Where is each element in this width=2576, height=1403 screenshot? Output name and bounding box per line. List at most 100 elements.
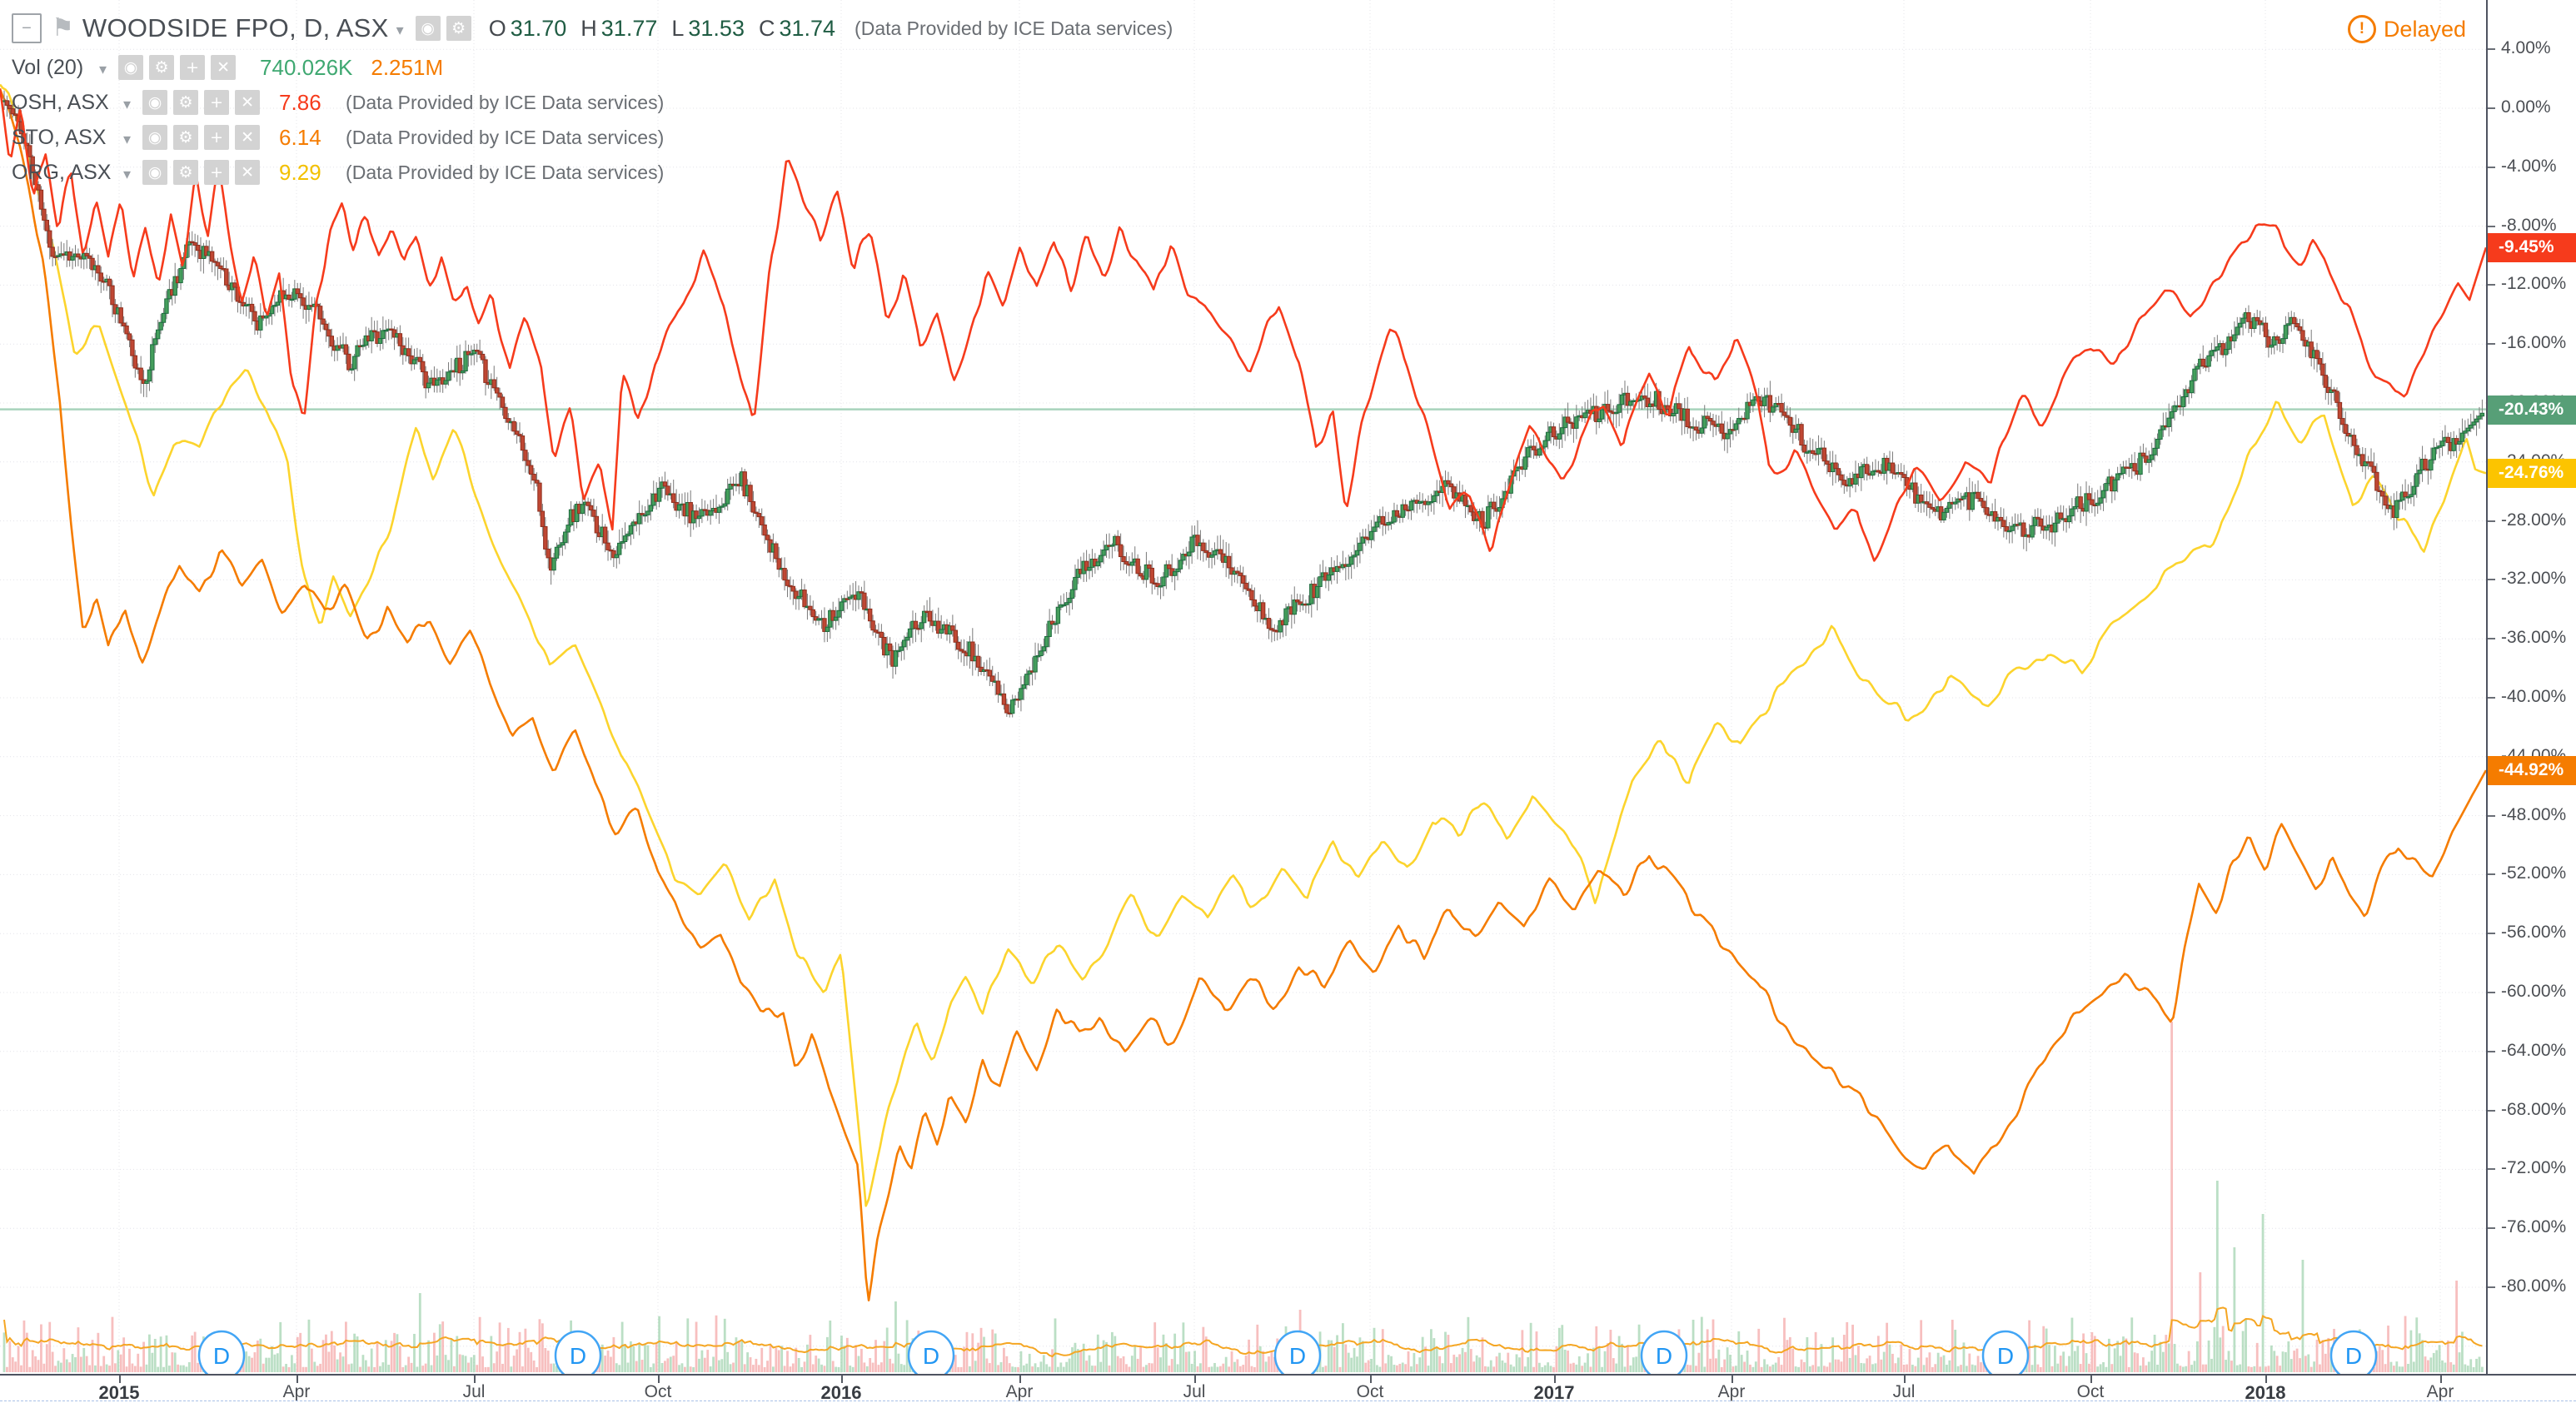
compare-value: 9.29 bbox=[279, 159, 321, 185]
time-axis-label: Jul bbox=[1183, 1382, 1206, 1401]
open-label: O bbox=[488, 15, 506, 41]
low-value: 31.53 bbox=[688, 15, 745, 41]
compare-row-sto: STO, ASX ▾ ◉ ⚙ + ✕ 6.14 (Data Provided b… bbox=[12, 123, 1173, 152]
price-axis-label: -72.00% bbox=[2501, 1158, 2567, 1178]
close-value: 31.74 bbox=[779, 15, 836, 41]
price-axis-label: -48.00% bbox=[2501, 804, 2567, 824]
price-axis-label: -8.00% bbox=[2501, 215, 2557, 235]
close-label: C bbox=[758, 15, 775, 41]
compare-line-osh[interactable] bbox=[0, 88, 2486, 562]
price-axis-tick bbox=[2488, 579, 2495, 581]
chevron-down-icon[interactable]: ▾ bbox=[123, 165, 132, 183]
dividend-marker[interactable] bbox=[1273, 1330, 1322, 1374]
price-axis-tick bbox=[2488, 697, 2495, 699]
dividend-marker[interactable] bbox=[197, 1330, 246, 1374]
dividend-marker[interactable] bbox=[554, 1330, 602, 1374]
close-icon[interactable]: ✕ bbox=[235, 90, 261, 115]
eye-icon[interactable]: ◉ bbox=[142, 90, 168, 115]
dividend-marker[interactable] bbox=[2329, 1330, 2378, 1374]
dividend-marker[interactable] bbox=[907, 1330, 955, 1374]
volume-label[interactable]: Vol (20) bbox=[12, 55, 84, 79]
plus-icon[interactable]: + bbox=[180, 55, 206, 80]
high-value: 31.77 bbox=[600, 15, 658, 41]
price-axis-tick bbox=[2488, 933, 2495, 935]
price-axis-tick bbox=[2488, 814, 2495, 817]
candlestick-series bbox=[2, 90, 2485, 718]
price-axis-tick bbox=[2488, 992, 2495, 993]
svg-text:D: D bbox=[570, 1343, 586, 1369]
plus-icon[interactable]: + bbox=[204, 90, 230, 115]
time-axis-label: Apr bbox=[1717, 1382, 1746, 1401]
gear-icon[interactable]: ⚙ bbox=[149, 55, 175, 80]
time-axis-label: Jul bbox=[1892, 1382, 1916, 1401]
price-axis-tick bbox=[2488, 1168, 2495, 1171]
gear-icon[interactable]: ⚙ bbox=[446, 16, 471, 41]
time-axis-label: 2016 bbox=[820, 1382, 862, 1403]
time-axis-tick bbox=[841, 1376, 843, 1383]
high-label: H bbox=[580, 15, 597, 41]
price-axis-label: 4.00% bbox=[2501, 38, 2551, 58]
close-icon[interactable]: ✕ bbox=[235, 125, 261, 150]
legend-panel: − ⚑ WOODSIDE FPO, D, ASX ▾ ◉ ⚙ O 31.70 H… bbox=[12, 12, 1173, 193]
compare-value: 6.14 bbox=[279, 124, 321, 150]
dividend-marker[interactable] bbox=[1981, 1330, 2030, 1374]
gear-icon[interactable]: ⚙ bbox=[173, 90, 199, 115]
compare-symbol[interactable]: OSH, ASX bbox=[12, 90, 109, 114]
time-axis-tick bbox=[1554, 1376, 1556, 1383]
exclamation-circle-icon: ! bbox=[2347, 15, 2376, 43]
time-axis-label: Oct bbox=[644, 1382, 672, 1401]
svg-text:D: D bbox=[2345, 1343, 2362, 1369]
time-axis-tick bbox=[1731, 1376, 1733, 1383]
time-axis-label: Jul bbox=[462, 1382, 486, 1401]
svg-text:D: D bbox=[1997, 1343, 2014, 1369]
price-axis-tick bbox=[2488, 1050, 2495, 1052]
eye-icon[interactable]: ◉ bbox=[118, 55, 144, 80]
price-axis-label: -80.00% bbox=[2501, 1276, 2567, 1296]
price-axis-label: -64.00% bbox=[2501, 1040, 2567, 1060]
data-provider-note: (Data Provided by ICE Data services) bbox=[855, 17, 1173, 39]
chevron-down-icon[interactable]: ▾ bbox=[99, 60, 107, 78]
compare-line-org[interactable] bbox=[0, 83, 2486, 1207]
eye-icon[interactable]: ◉ bbox=[415, 16, 441, 41]
delayed-data-badge[interactable]: ! Delayed bbox=[2347, 15, 2466, 43]
price-axis-label: -4.00% bbox=[2501, 156, 2557, 176]
chevron-down-icon[interactable]: ▾ bbox=[123, 95, 132, 113]
chevron-down-icon[interactable]: ▾ bbox=[396, 21, 404, 39]
close-icon[interactable]: ✕ bbox=[211, 55, 237, 80]
price-axis-tick bbox=[2488, 520, 2495, 522]
time-axis-label: 2017 bbox=[1533, 1382, 1575, 1403]
plus-icon[interactable]: + bbox=[204, 160, 230, 185]
plus-icon[interactable]: + bbox=[204, 125, 230, 150]
time-axis[interactable]: 2015 Apr Jul Oct 2016 Apr Jul Oct 2017 Apr Jul Oct 2… bbox=[0, 1374, 2576, 1403]
price-axis-tick bbox=[2488, 166, 2495, 168]
dividend-marker[interactable] bbox=[1640, 1330, 1688, 1374]
eye-icon[interactable]: ◉ bbox=[142, 160, 168, 185]
last-value-badge: -44.92% bbox=[2488, 756, 2576, 786]
price-axis-tick bbox=[2488, 225, 2495, 227]
flag-icon[interactable]: ⚑ bbox=[52, 13, 74, 42]
compare-symbol[interactable]: ORG, ASX bbox=[12, 160, 112, 184]
time-axis-tick bbox=[1194, 1376, 1196, 1383]
symbol-title[interactable]: WOODSIDE FPO, D, ASX bbox=[82, 13, 389, 42]
gear-icon[interactable]: ⚙ bbox=[173, 125, 199, 150]
gear-icon[interactable]: ⚙ bbox=[173, 160, 199, 185]
chevron-down-icon[interactable]: ▾ bbox=[123, 130, 132, 148]
eye-icon[interactable]: ◉ bbox=[142, 125, 168, 150]
time-axis-tick bbox=[119, 1376, 121, 1383]
compare-row-osh: OSH, ASX ▾ ◉ ⚙ + ✕ 7.86 (Data Provided b… bbox=[12, 88, 1173, 117]
compare-line-sto[interactable] bbox=[0, 88, 2486, 1301]
ohlc-readout: O 31.70 H 31.77 L 31.53 C 31.74 bbox=[489, 16, 850, 42]
compare-row-org: ORG, ASX ▾ ◉ ⚙ + ✕ 9.29 (Data Provided b… bbox=[12, 158, 1173, 187]
price-axis[interactable]: 4.00% 0.00% -4.00% -8.00% -12.00% -16.00% -20.… bbox=[2486, 0, 2576, 1374]
price-axis-label: -36.00% bbox=[2501, 628, 2567, 648]
close-icon[interactable]: ✕ bbox=[235, 160, 261, 185]
collapse-pane-button[interactable]: − bbox=[12, 13, 42, 43]
compare-symbol[interactable]: STO, ASX bbox=[12, 125, 107, 149]
price-axis-label: -52.00% bbox=[2501, 863, 2567, 883]
volume-value: 740.026K bbox=[260, 54, 353, 80]
time-axis-tick bbox=[1370, 1376, 1372, 1383]
price-axis-label: -32.00% bbox=[2501, 569, 2567, 589]
delayed-label: Delayed bbox=[2383, 16, 2466, 42]
